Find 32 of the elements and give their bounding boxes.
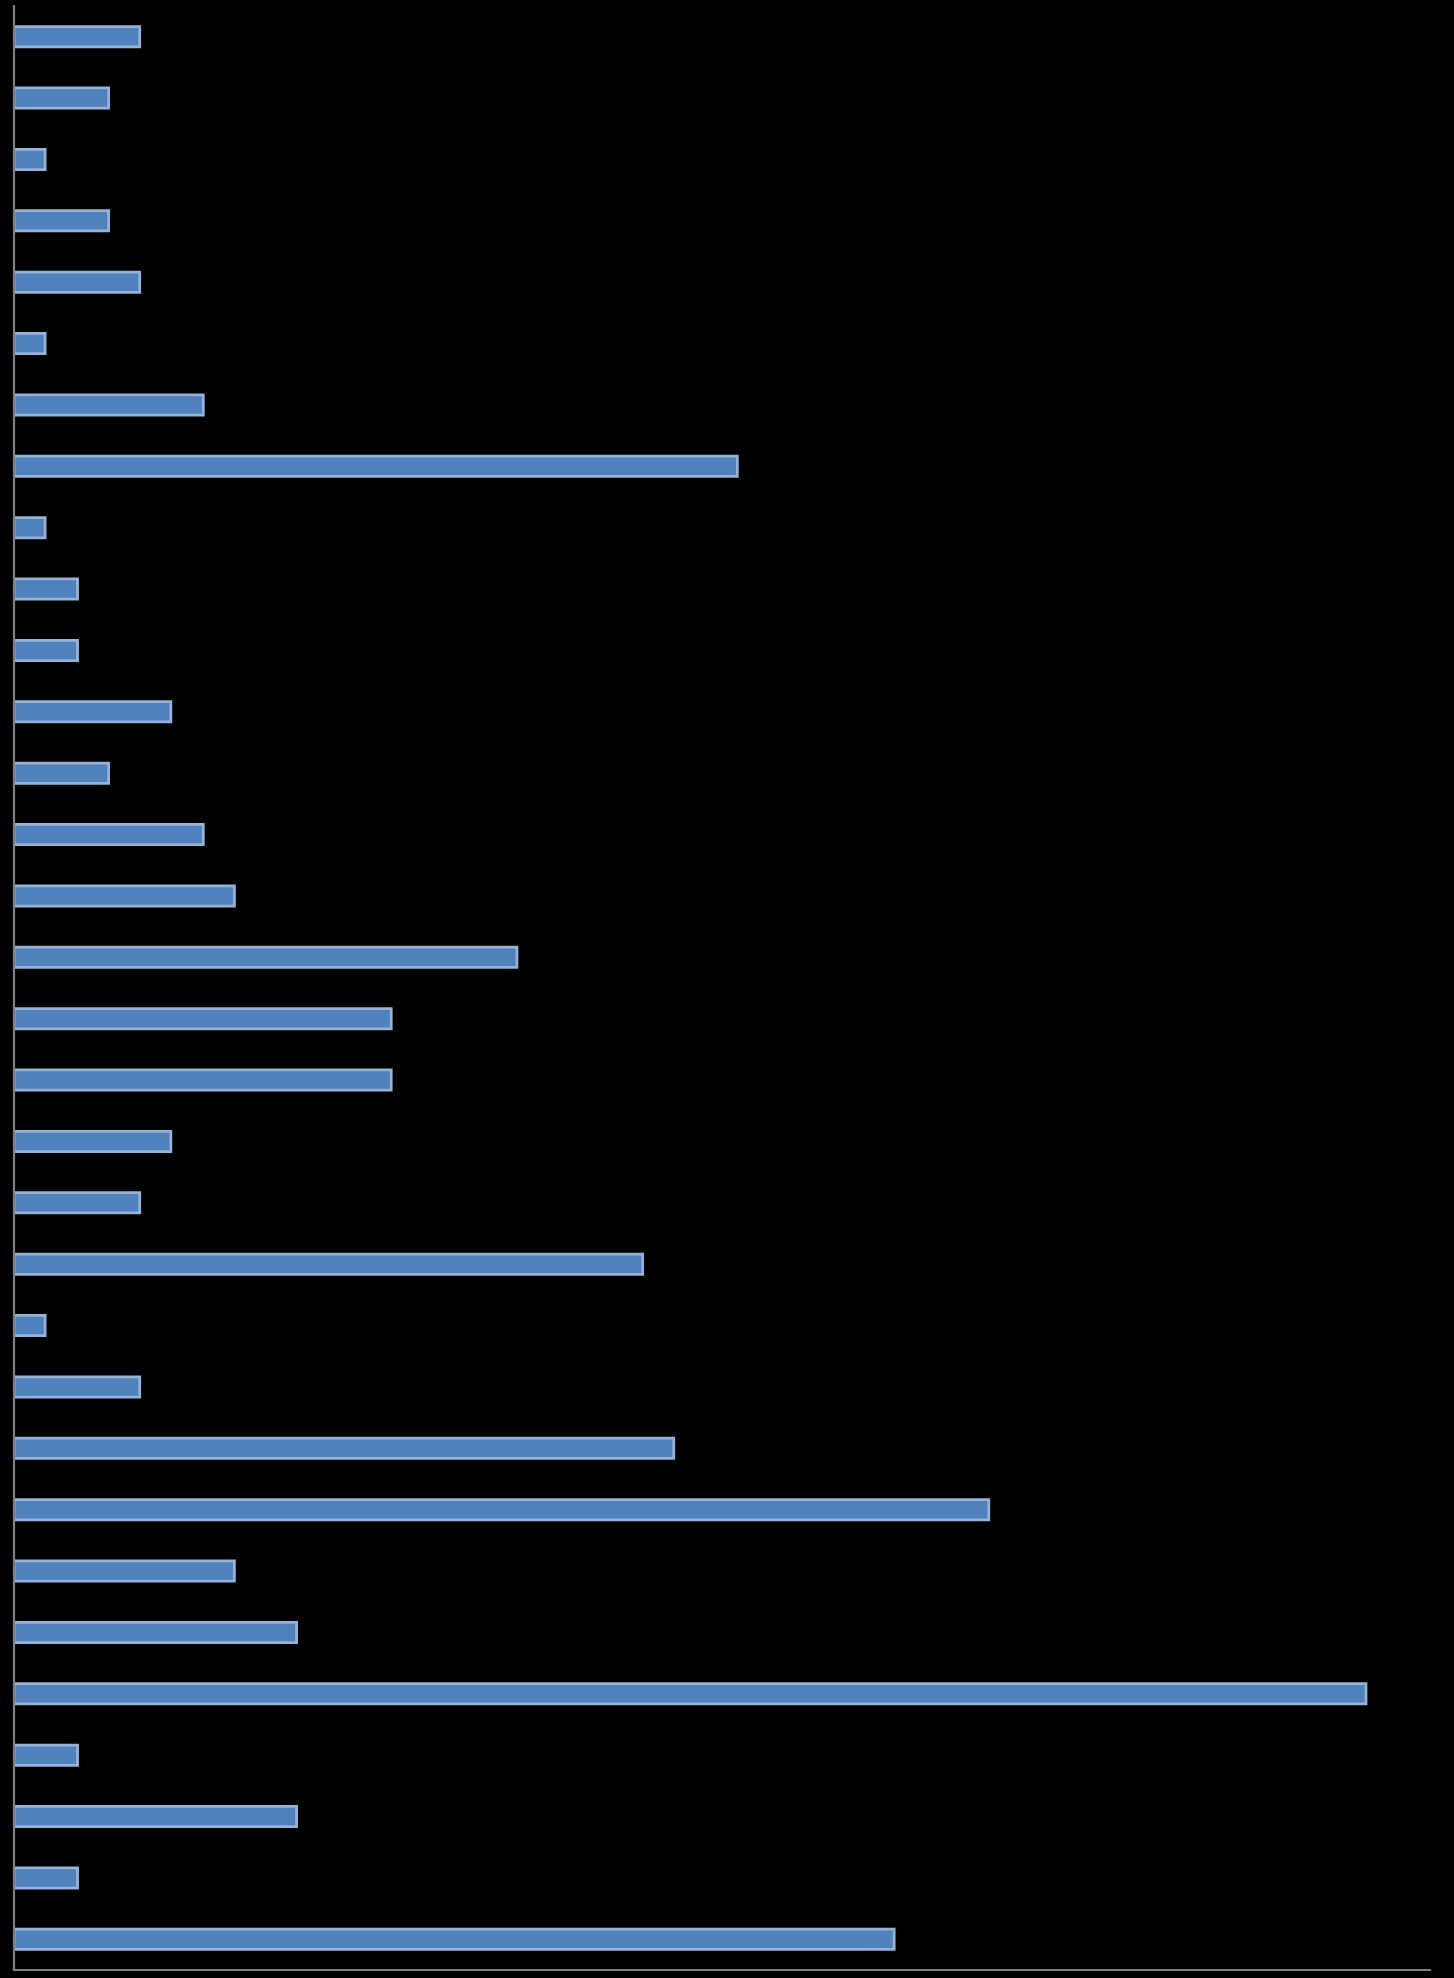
bar bbox=[14, 1007, 393, 1031]
bar bbox=[14, 25, 142, 49]
bar bbox=[14, 147, 47, 171]
bar bbox=[14, 1068, 393, 1092]
bar bbox=[14, 1375, 142, 1399]
bar bbox=[14, 700, 173, 724]
bar bbox=[14, 516, 47, 540]
bar bbox=[14, 86, 111, 110]
bar bbox=[14, 638, 79, 662]
bar bbox=[14, 270, 142, 294]
bar bbox=[14, 1191, 142, 1215]
bar bbox=[14, 1743, 79, 1767]
bar bbox=[14, 1436, 676, 1460]
bar bbox=[14, 1252, 645, 1276]
bar bbox=[14, 1129, 173, 1153]
bar bbox=[14, 1682, 1368, 1706]
bar bbox=[14, 1620, 298, 1644]
bar bbox=[14, 761, 111, 785]
bar bbox=[14, 332, 47, 356]
bar bbox=[14, 577, 79, 601]
bar bbox=[14, 1559, 236, 1583]
bar bbox=[14, 1314, 47, 1338]
bar bbox=[14, 945, 519, 969]
bar bbox=[14, 454, 739, 478]
bar bbox=[14, 823, 205, 847]
bar bbox=[14, 884, 236, 908]
bar bbox=[14, 393, 205, 417]
bar bbox=[14, 1498, 991, 1522]
bar bbox=[14, 1927, 896, 1951]
bar bbox=[14, 1805, 298, 1829]
bar bbox=[14, 209, 111, 233]
bar bbox=[14, 1866, 79, 1890]
